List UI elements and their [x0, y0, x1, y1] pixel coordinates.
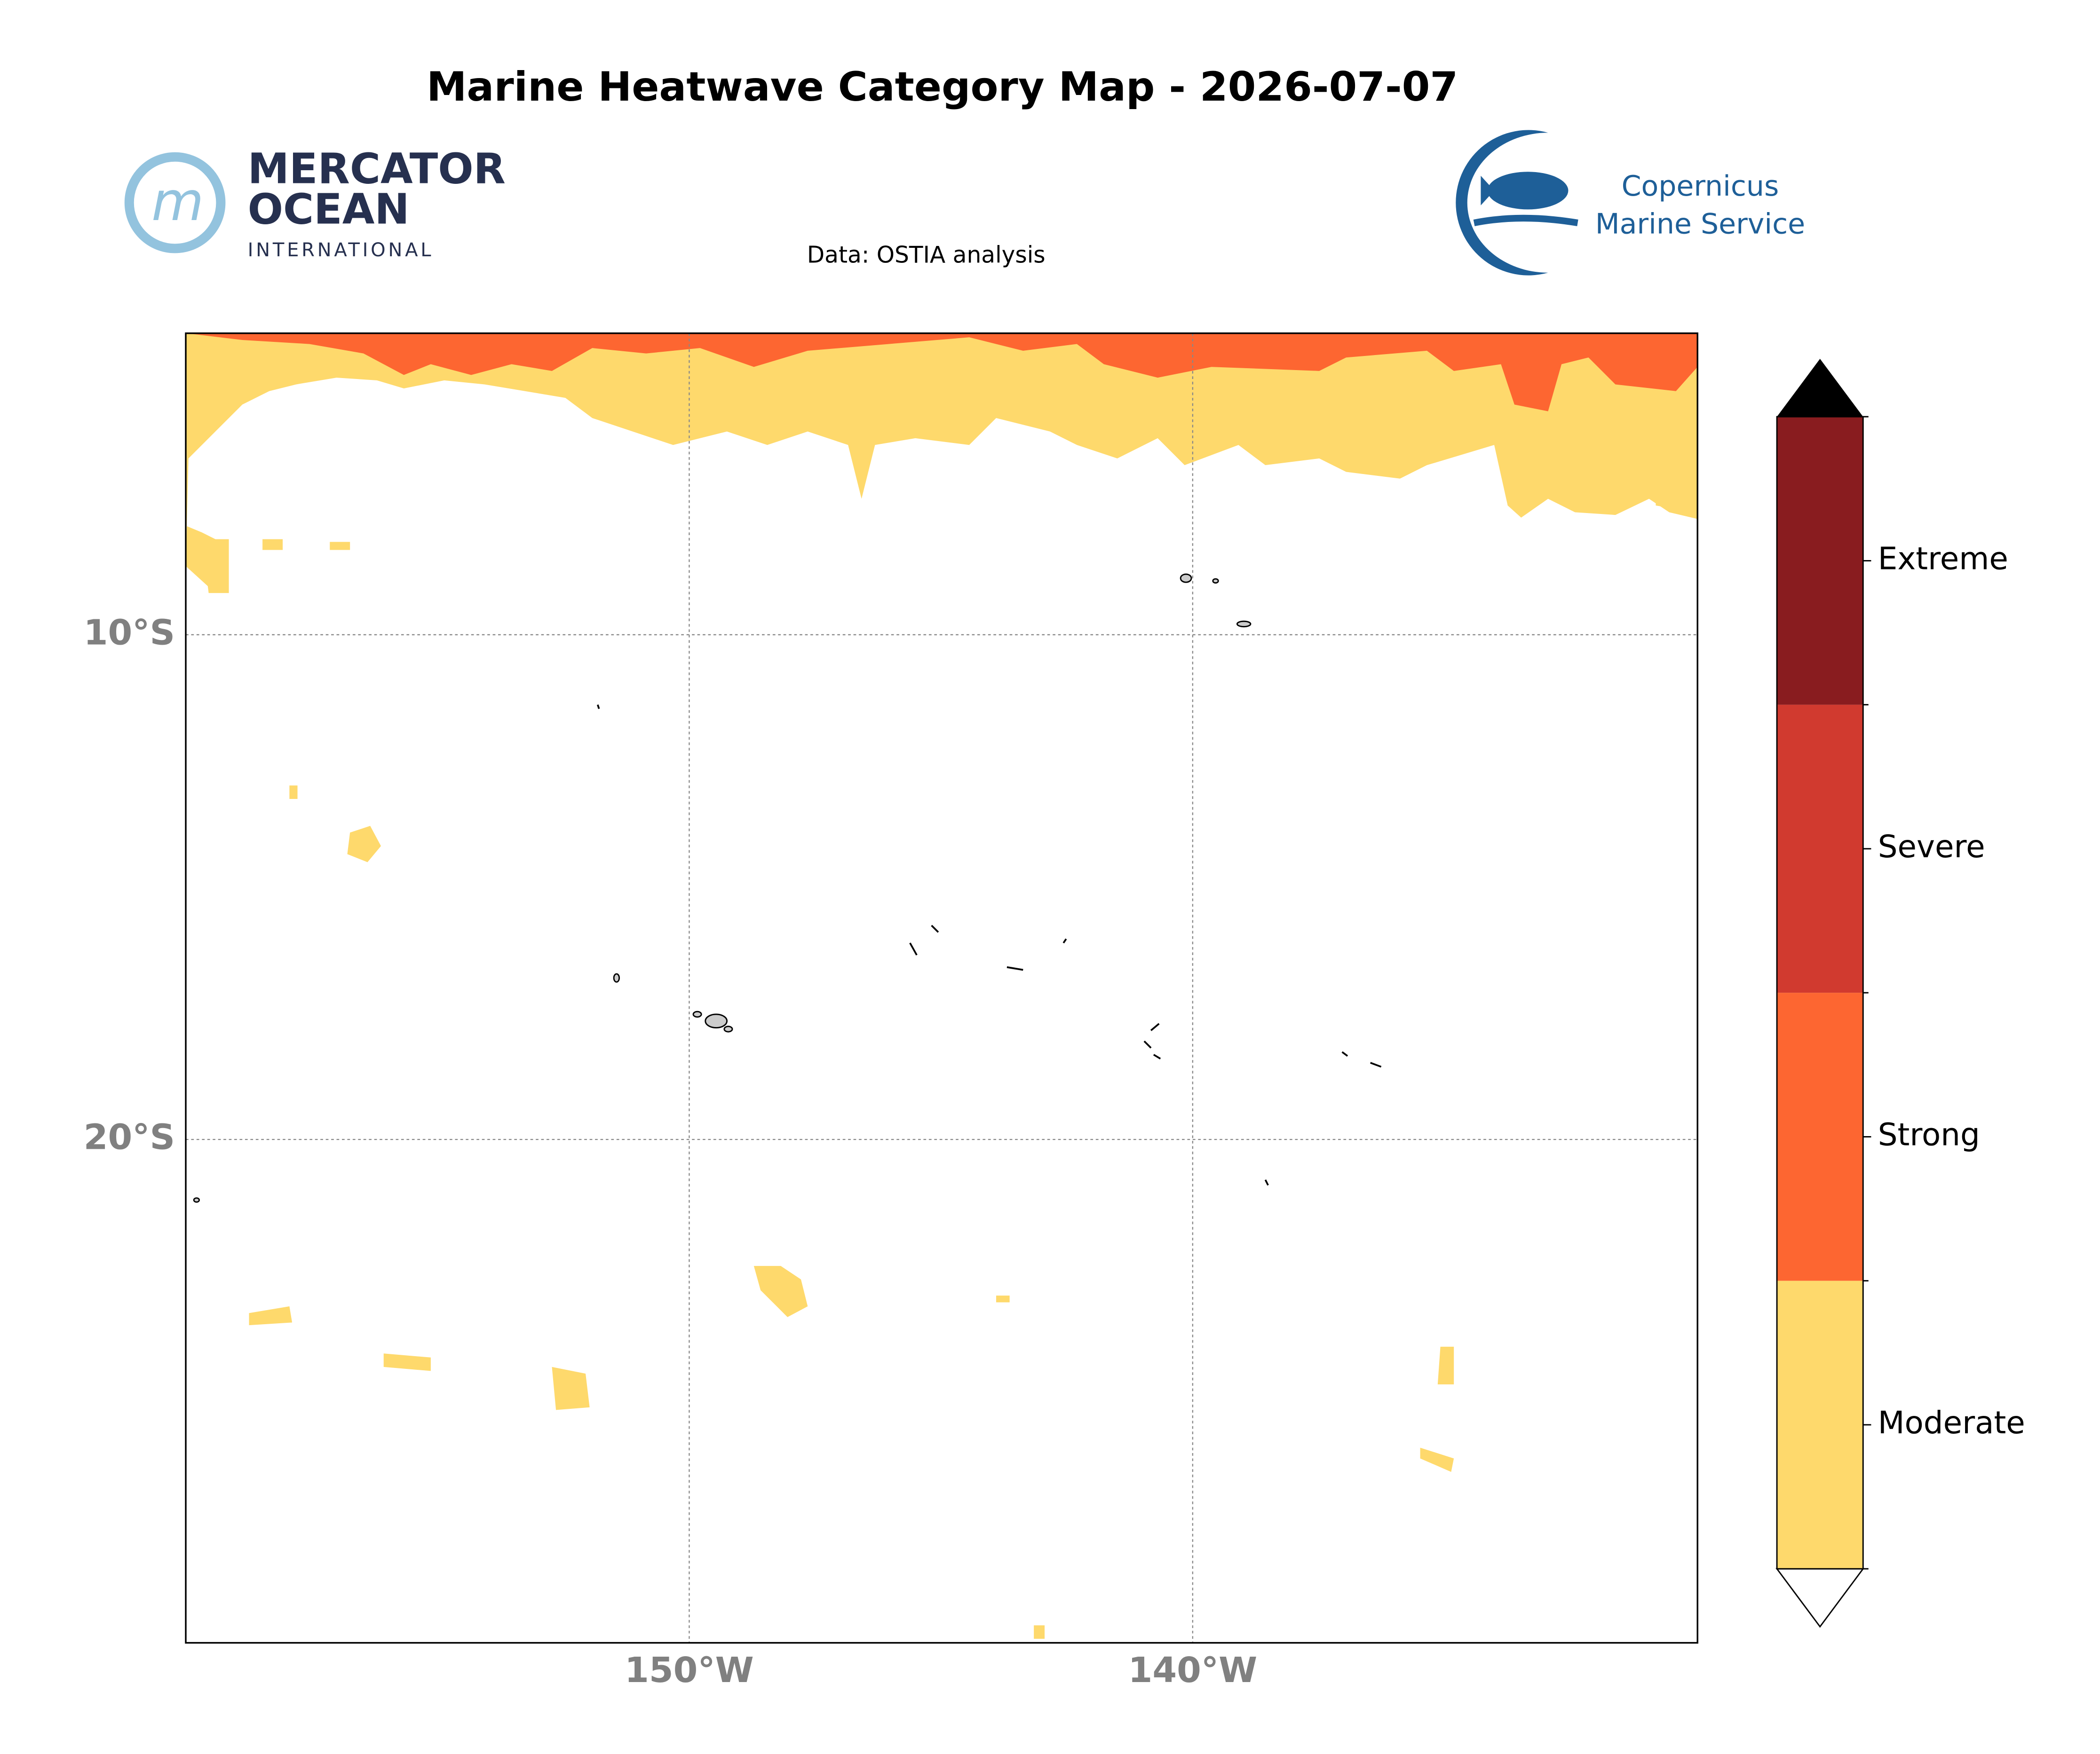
colorbar: Moderate Strong Severe Extreme [1775, 359, 2025, 1628]
lon-label: 140°W [1128, 1650, 1258, 1691]
colorbar-segment [1777, 993, 1863, 1281]
logo-text: OCEAN [248, 185, 410, 233]
islands [193, 573, 1382, 1203]
colorbar-frame [1776, 416, 1864, 1570]
map-frame [185, 332, 1698, 1644]
title: Marine Heatwave Category Map - 2026-07-0… [427, 63, 1458, 111]
logo-ring [124, 152, 226, 253]
lon-label: 150°W [625, 1650, 754, 1691]
heatwave-moderate [202, 472, 1696, 1639]
mercator-logo: m MERCATOR OCEAN INTERNATIONAL [124, 145, 506, 261]
logo-m: m [151, 170, 204, 233]
logo-text: INTERNATIONAL [248, 239, 434, 261]
logo-text: MERCATOR [248, 145, 506, 193]
colorbar-label: Severe [1878, 829, 1985, 865]
colorbar-segment [1777, 704, 1863, 993]
colorbar-label: Moderate [1878, 1405, 2025, 1441]
colorbar-label: Strong [1878, 1116, 1980, 1153]
colorbar-extend-bottom [1775, 1568, 1865, 1628]
colorbar-extend-top [1777, 359, 1863, 417]
colorbar-segment [1777, 417, 1863, 705]
logo-text: Marine Service [1595, 207, 1805, 240]
source: Data: OSTIA analysis [807, 242, 1046, 269]
heatwave-strong [185, 333, 1698, 411]
logo-fish [1481, 175, 1495, 205]
logo-wave [1473, 214, 1578, 227]
map: 10°S 20°S 150°W 140°W [84, 332, 1698, 1691]
logo-fish [1487, 172, 1569, 210]
lat-label: 20°S [84, 1117, 175, 1158]
colorbar-label: Extreme [1878, 540, 2008, 577]
lat-label: 10°S [84, 612, 175, 653]
logo-text: Copernicus [1622, 170, 1779, 203]
copernicus-logo: Copernicus Marine Service [1456, 130, 1805, 276]
colorbar-segment [1777, 1280, 1863, 1569]
heatwave-moderate [185, 333, 1698, 593]
logo-arc [1456, 130, 1548, 276]
